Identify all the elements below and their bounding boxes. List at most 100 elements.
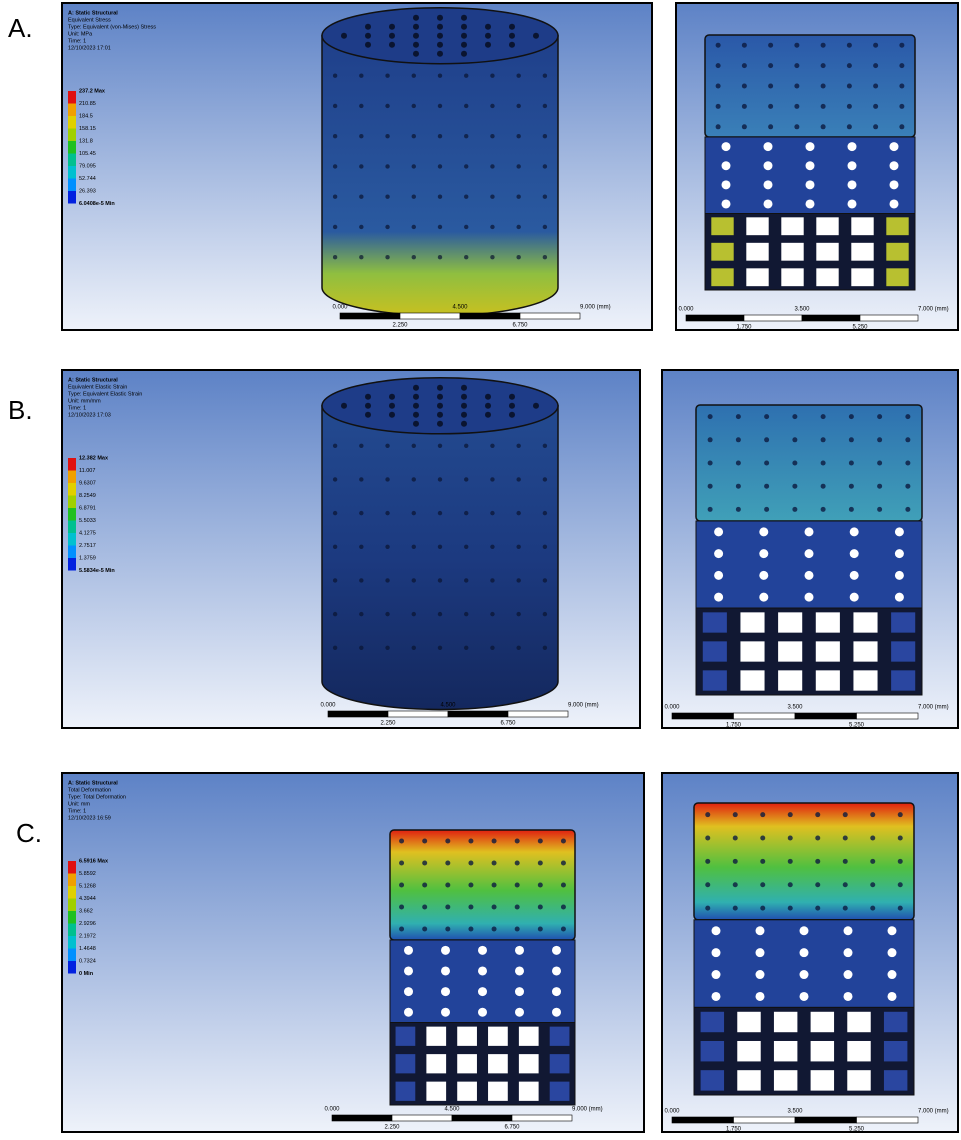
mesh-hole xyxy=(898,882,903,887)
mesh-hole xyxy=(764,437,769,442)
mesh-hole xyxy=(438,74,442,78)
legend-band xyxy=(68,886,76,899)
mesh-hole xyxy=(437,24,443,30)
mesh-hole xyxy=(708,484,713,489)
mesh-hole xyxy=(792,437,797,442)
legend-band xyxy=(68,471,76,484)
mesh-hole xyxy=(561,861,566,866)
mesh-hole xyxy=(464,511,468,515)
legend-band xyxy=(68,179,76,192)
legend-value: 4.1275 xyxy=(79,530,96,536)
mesh-hole xyxy=(905,484,910,489)
scale-bar-segment xyxy=(340,313,400,319)
mesh-hole xyxy=(385,545,389,549)
model-bottom xyxy=(705,214,915,291)
window xyxy=(396,1054,416,1073)
legend-value: 2.9296 xyxy=(79,921,96,927)
mesh-hole xyxy=(389,42,395,48)
mesh-hole xyxy=(461,394,467,400)
legend-value: 12.382 Max xyxy=(79,455,109,461)
hole xyxy=(722,180,731,189)
window xyxy=(457,1027,477,1046)
model-top xyxy=(390,830,575,940)
mesh-hole xyxy=(742,84,747,89)
mesh-hole xyxy=(437,42,443,48)
window xyxy=(701,1041,724,1061)
legend-band xyxy=(68,874,76,887)
cylinder-body xyxy=(322,406,558,710)
mesh-hole xyxy=(490,225,494,229)
mesh-hole xyxy=(490,255,494,259)
mesh-hole xyxy=(516,646,520,650)
hole xyxy=(764,161,773,170)
mesh-hole xyxy=(359,646,363,650)
scale-label: 1.750 xyxy=(726,723,742,729)
legend-value: 26.393 xyxy=(79,188,96,194)
mesh-hole xyxy=(438,646,442,650)
hole xyxy=(552,987,561,996)
mesh-hole xyxy=(437,394,443,400)
mesh-hole xyxy=(422,861,427,866)
scale-label: 4.500 xyxy=(444,1107,460,1113)
hole xyxy=(404,1008,413,1017)
scale-label: 2.250 xyxy=(380,721,396,727)
mesh-hole xyxy=(821,63,826,68)
mesh-hole xyxy=(399,861,404,866)
info-line: 12/10/2023 16:59 xyxy=(68,815,111,821)
mesh-hole xyxy=(438,444,442,448)
mesh-hole xyxy=(399,905,404,910)
mesh-hole xyxy=(821,43,826,48)
legend-value: 0.7324 xyxy=(79,958,96,964)
figure: A.A: Static StructuralEquivalent StressT… xyxy=(0,0,961,1135)
hole xyxy=(806,161,815,170)
window xyxy=(886,217,908,235)
mesh-hole xyxy=(516,195,520,199)
mesh-hole xyxy=(768,63,773,68)
mesh-hole xyxy=(877,507,882,512)
mesh-hole xyxy=(768,104,773,109)
mesh-hole xyxy=(438,195,442,199)
mesh-hole xyxy=(437,412,443,418)
mesh-hole xyxy=(792,461,797,466)
mesh-hole xyxy=(412,444,416,448)
mesh-hole xyxy=(412,74,416,78)
hole xyxy=(806,142,815,151)
mesh-hole xyxy=(461,33,467,39)
mesh-hole xyxy=(412,164,416,168)
hole xyxy=(756,970,765,979)
mesh-hole xyxy=(733,882,738,887)
mesh-hole xyxy=(843,882,848,887)
mesh-hole xyxy=(412,612,416,616)
hole xyxy=(850,549,859,558)
mesh-hole xyxy=(413,33,419,39)
mesh-hole xyxy=(561,905,566,910)
mesh-hole xyxy=(733,906,738,911)
legend-band xyxy=(68,546,76,559)
mesh-hole xyxy=(708,437,713,442)
mesh-hole xyxy=(742,63,747,68)
window xyxy=(851,243,873,261)
mesh-hole xyxy=(333,225,337,229)
mesh-hole xyxy=(385,444,389,448)
legend-band xyxy=(68,961,76,974)
scale-bar-segment xyxy=(452,1115,512,1121)
mesh-hole xyxy=(898,836,903,841)
mesh-hole xyxy=(849,484,854,489)
hole xyxy=(756,926,765,935)
mesh-hole xyxy=(716,104,721,109)
mesh-hole xyxy=(847,104,852,109)
mesh-hole xyxy=(365,394,371,400)
mesh-hole xyxy=(437,33,443,39)
mesh-hole xyxy=(561,839,566,844)
mesh-hole xyxy=(905,437,910,442)
window xyxy=(488,1054,508,1073)
mesh-hole xyxy=(359,74,363,78)
mesh-hole xyxy=(768,43,773,48)
legend-value: 5.1268 xyxy=(79,883,96,889)
window xyxy=(891,670,915,690)
mesh-hole xyxy=(538,905,543,910)
mesh-hole xyxy=(389,24,395,30)
mesh-hole xyxy=(333,164,337,168)
mesh-hole xyxy=(877,461,882,466)
scale-bar-segment xyxy=(508,711,568,717)
